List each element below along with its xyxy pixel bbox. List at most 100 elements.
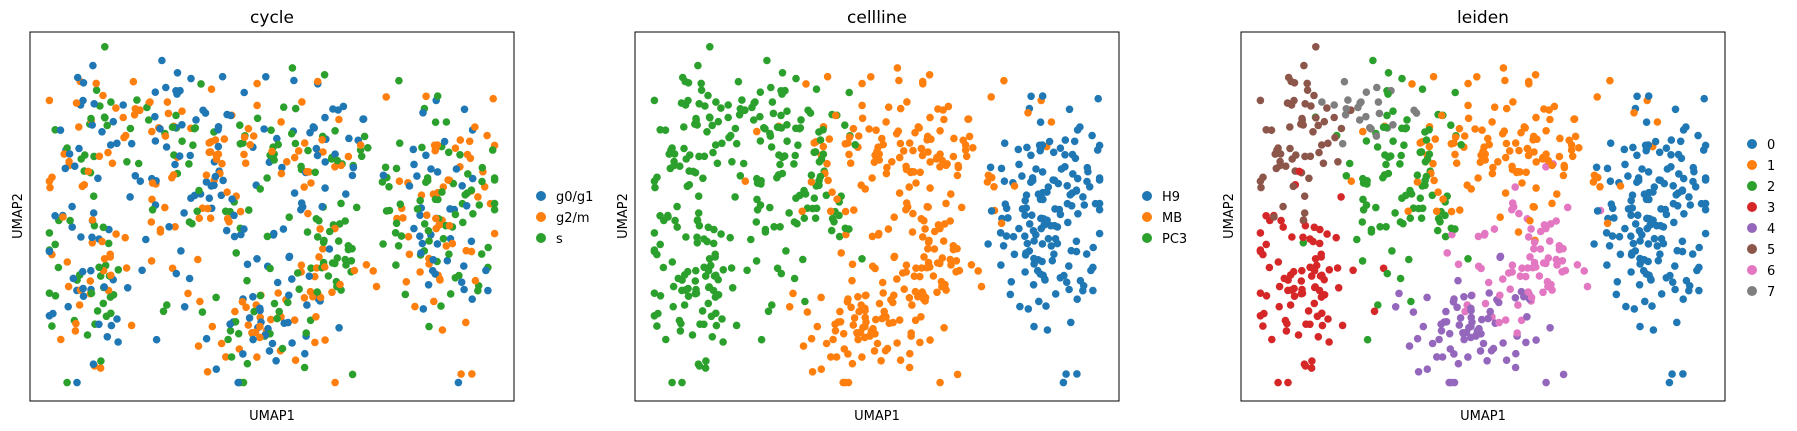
scatter-point: [337, 199, 345, 208]
scatter-point: [816, 172, 825, 181]
scatter-point: [1306, 320, 1314, 329]
scatter-point: [291, 356, 300, 365]
scatter-point: [1607, 200, 1616, 208]
scatter-point: [1624, 205, 1633, 213]
scatter-point: [714, 117, 723, 126]
scatter-point: [1657, 205, 1665, 213]
scatter-point: [653, 322, 661, 330]
scatter-point: [700, 320, 708, 329]
scatter-point: [220, 135, 229, 143]
scatter-point: [1380, 171, 1389, 179]
scatter-point: [1685, 286, 1693, 295]
scatter-point: [1323, 104, 1331, 112]
scatter-point: [1045, 137, 1054, 146]
scatter-point: [1441, 232, 1450, 241]
scatter-point: [1523, 313, 1531, 321]
scatter-points: [650, 43, 1104, 387]
scatter-point: [828, 214, 837, 223]
scatter-point: [75, 144, 83, 153]
scatter-point: [1369, 56, 1377, 65]
scatter-point: [312, 313, 320, 321]
scatter-point: [858, 79, 866, 88]
legend-marker-g2m: [536, 212, 546, 222]
scatter-point: [121, 233, 129, 242]
scatter-point: [1460, 293, 1468, 301]
scatter-point: [1267, 126, 1276, 134]
scatter-point: [250, 307, 258, 316]
scatter-point: [807, 334, 816, 343]
scatter-point: [230, 232, 239, 241]
scatter-point: [1298, 289, 1307, 298]
scatter-point: [845, 133, 854, 141]
scatter-point: [770, 223, 778, 231]
scatter-point: [1665, 378, 1674, 387]
scatter-point: [1030, 237, 1038, 245]
scatter-point: [1018, 205, 1027, 213]
scatter-point: [732, 321, 741, 330]
scatter-point: [335, 115, 343, 124]
scatter-point: [1518, 264, 1526, 273]
scatter-point: [680, 301, 689, 309]
scatter-point: [1656, 250, 1664, 258]
scatter-point: [890, 291, 898, 300]
scatter-point: [1544, 156, 1553, 165]
scatter-point: [284, 298, 292, 307]
scatter-point: [1504, 269, 1513, 277]
scatter-point: [1021, 268, 1029, 276]
scatter-point: [113, 315, 121, 323]
scatter-point: [438, 188, 446, 196]
scatter-point: [813, 322, 822, 331]
scatter-point: [1676, 137, 1685, 146]
scatter-point: [1545, 237, 1554, 245]
scatter-point: [1422, 136, 1431, 144]
scatter-point: [826, 207, 835, 216]
scatter-point: [766, 132, 775, 140]
scatter-point: [113, 139, 121, 148]
scatter-point: [1668, 370, 1676, 378]
scatter-point: [1035, 297, 1043, 306]
scatter-point: [185, 160, 193, 168]
scatter-point: [1655, 176, 1663, 184]
scatter-point: [1413, 334, 1422, 343]
scatter-point: [178, 121, 186, 129]
scatter-point: [144, 116, 153, 124]
scatter-point: [1546, 115, 1554, 124]
scatter-point: [1430, 176, 1438, 185]
legend-label-4: 4: [1767, 222, 1775, 237]
scatter-point: [318, 136, 326, 144]
scatter-point: [114, 338, 122, 346]
scatter-point: [451, 144, 460, 152]
scatter-point: [1536, 245, 1545, 253]
scatter-point: [339, 102, 348, 111]
scatter-point: [656, 212, 664, 220]
scatter-point: [1553, 261, 1561, 269]
scatter-point: [1268, 335, 1276, 344]
scatter-point: [1271, 150, 1279, 158]
scatter-point: [831, 320, 839, 329]
scatter-point: [202, 334, 211, 343]
scatter-point: [1049, 148, 1058, 157]
scatter-point: [867, 73, 875, 81]
scatter-point: [205, 194, 214, 202]
scatter-point: [1539, 288, 1547, 297]
scatter-point: [1029, 281, 1038, 289]
scatter-point: [1314, 333, 1323, 341]
scatter-point: [1256, 229, 1265, 237]
scatter-point: [165, 223, 173, 231]
scatter-point: [1406, 186, 1414, 195]
scatter-point: [1059, 378, 1068, 387]
scatter-point: [790, 274, 799, 283]
scatter-point: [676, 327, 685, 335]
scatter-point: [163, 98, 172, 106]
scatter-point: [318, 202, 327, 211]
scatter-point: [1612, 290, 1621, 299]
scatter-point: [967, 261, 976, 269]
scatter-point: [92, 86, 101, 94]
scatter-point: [1442, 307, 1450, 316]
scatter-point: [133, 96, 141, 104]
scatter-point: [688, 331, 697, 339]
scatter-point: [65, 150, 74, 158]
scatter-point: [861, 306, 869, 315]
scatter-point: [59, 213, 67, 221]
scatter-point: [272, 357, 280, 365]
